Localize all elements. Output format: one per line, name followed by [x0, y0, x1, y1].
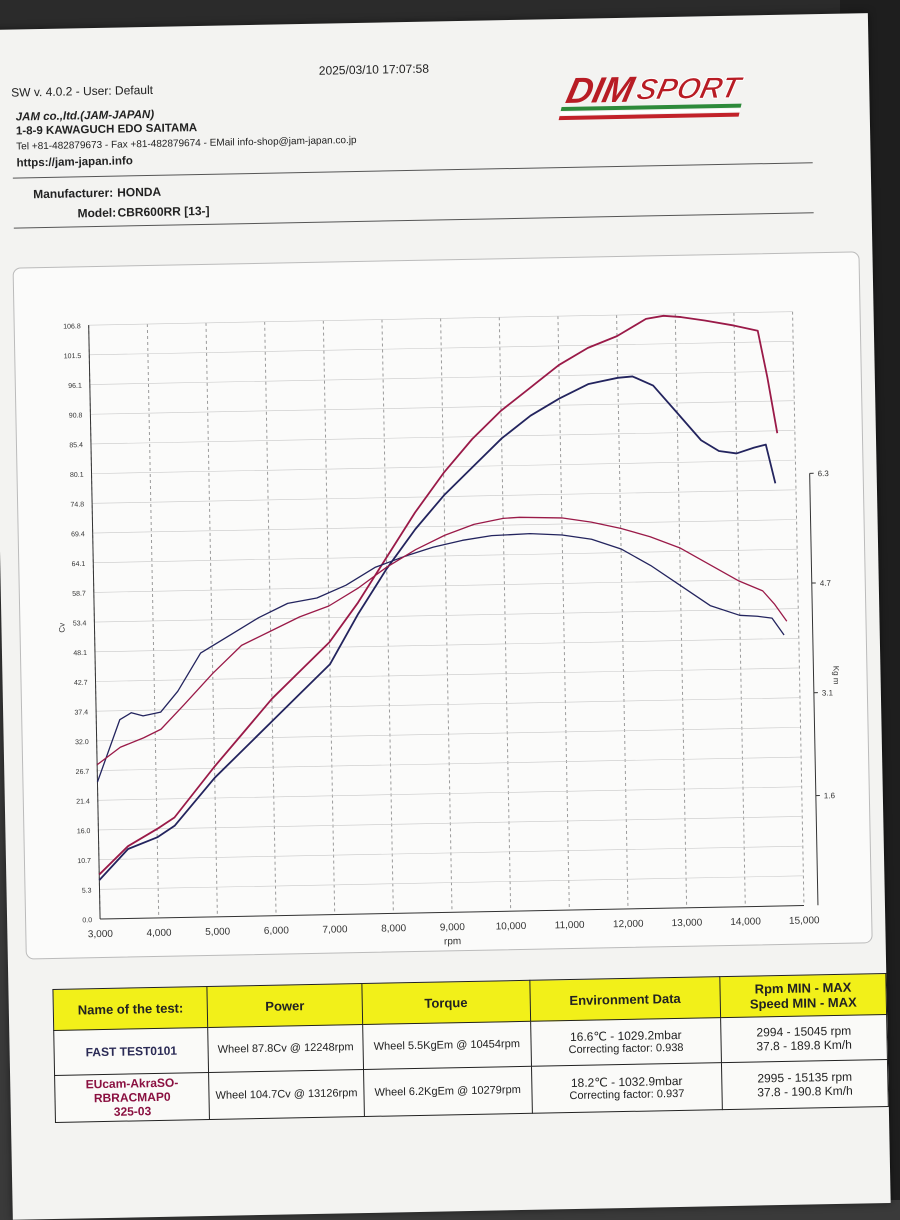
correcting-factor-2: Correcting factor: 0.937	[536, 1087, 717, 1102]
header-torque: Torque	[362, 980, 531, 1024]
torque-2: Wheel 6.2KgEm @ 10279rpm	[363, 1066, 532, 1116]
x-tick-label: 9,000	[440, 922, 466, 933]
results-table: Name of the test: Power Torque Environme…	[52, 973, 888, 1123]
y2-axis-label: Kg m	[831, 666, 840, 685]
y-tick-label: 90.8	[69, 412, 83, 419]
y2-tick-label: 1.6	[824, 791, 836, 800]
dyno-chart: 0.0 5.3 10.7 16.0 21.4 26.7 32.0 37.4 42.7 48.1 53…	[14, 252, 872, 958]
y-tick-label: 58.7	[72, 591, 86, 598]
test-name-1: FAST TEST0101	[54, 1027, 209, 1075]
speed-range-2: 37.8 - 190.8 Km/h	[726, 1083, 883, 1100]
y-tick-label: 101.5	[64, 353, 82, 360]
y-tick-label: 48.1	[73, 650, 87, 657]
power-2: Wheel 104.7Cv @ 13126rpm	[209, 1070, 364, 1120]
header-environment: Environment Data	[530, 977, 721, 1022]
x-tick-label: 8,000	[381, 923, 407, 934]
x-tick-label: 12,000	[613, 919, 644, 931]
power-curve-run1	[90, 374, 783, 880]
rpm-speed-2: 2995 - 15135 rpm 37.8 - 190.8 Km/h	[721, 1059, 888, 1109]
torque-curve-run1	[93, 529, 787, 782]
y-tick-label: 5.3	[82, 888, 92, 895]
header-speed: Speed MIN - MAX	[725, 994, 882, 1012]
dyno-chart-frame: 0.0 5.3 10.7 16.0 21.4 26.7 32.0 37.4 42.7 48.1 53…	[13, 251, 873, 959]
x-tick-label: 14,000	[730, 916, 761, 928]
power-1: Wheel 87.8Cv @ 12248rpm	[208, 1025, 363, 1073]
speed-range-1: 37.8 - 189.8 Km/h	[725, 1037, 882, 1054]
y2-tick-label: 6.3	[818, 469, 830, 478]
y-tick-label: 21.4	[76, 798, 90, 805]
model-value: CBR600RR [13-]	[117, 204, 209, 220]
x-tick-label: 6,000	[264, 925, 290, 936]
y2-tick-label: 4.7	[820, 579, 832, 588]
company-website: https://jam-japan.info	[16, 155, 132, 169]
power-curve-run2	[89, 314, 786, 875]
x-tick-label: 11,000	[555, 920, 585, 932]
dyno-report-sheet: SW v. 4.0.2 - User: Default 2025/03/10 1…	[0, 13, 891, 1220]
logo-sport-text: SPORT	[633, 71, 746, 107]
manufacturer-value: HONDA	[117, 185, 161, 200]
y-tick-label: 42.7	[74, 680, 88, 687]
header-test-name: Name of the test:	[53, 987, 208, 1031]
y-tick-label: 32.0	[75, 739, 89, 746]
test-name-2-line2: 325-03	[60, 1103, 206, 1120]
environment-1: 16.6℃ - 1029.2mbar Correcting factor: 0.…	[530, 1018, 721, 1067]
torque-curve-run2	[93, 512, 790, 765]
x-tick-label: 15,000	[789, 915, 820, 927]
x-tick-label: 10,000	[496, 921, 527, 933]
y-tick-label: 0.0	[82, 917, 92, 924]
environment-2: 18.2℃ - 1032.9mbar Correcting factor: 0.…	[531, 1063, 722, 1114]
y-tick-label: 53.4	[73, 620, 87, 627]
dimsport-logo: DIM SPORT	[551, 63, 772, 131]
y-tick-label: 16.0	[77, 828, 91, 835]
header-power: Power	[207, 984, 362, 1028]
software-version: SW v. 4.0.2 - User: Default	[11, 83, 153, 100]
company-contact: Tel +81-482879673 - Fax +81-482879674 - …	[16, 135, 357, 153]
x-tick-label: 7,000	[322, 924, 348, 935]
grid-line-horizontal	[92, 460, 796, 474]
x-tick-label: 13,000	[672, 917, 703, 929]
y-tick-label: 26.7	[76, 769, 90, 776]
x-tick-label: 5,000	[205, 927, 231, 938]
y-axis-label: Cv	[57, 623, 66, 633]
y-tick-label: 37.4	[74, 709, 88, 716]
y-tick-label: 106.8	[63, 323, 81, 330]
correcting-factor-1: Correcting factor: 0.938	[535, 1041, 716, 1056]
y-tick-label: 85.4	[69, 442, 83, 449]
y-tick-label: 80.1	[70, 472, 84, 479]
y-tick-label: 10.7	[77, 858, 91, 865]
torque-1: Wheel 5.5KgEm @ 10454rpm	[362, 1021, 531, 1069]
y-tick-label: 96.1	[68, 383, 82, 390]
manufacturer-label: Manufacturer:	[33, 186, 113, 202]
y-tick-label: 64.1	[72, 561, 86, 568]
y2-tick-label: 3.1	[822, 688, 834, 697]
model-label: Model:	[77, 206, 116, 221]
y2-axis	[810, 473, 818, 905]
report-datetime: 2025/03/10 17:07:58	[319, 62, 429, 78]
header-rpm-speed: Rpm MIN - MAX Speed MIN - MAX	[720, 973, 887, 1017]
company-address: 1-8-9 KAWAGUCH EDO SAITAMA	[16, 122, 197, 137]
y-tick-label: 74.8	[70, 501, 84, 508]
x-tick-label: 3,000	[88, 929, 114, 940]
x-tick-label: 4,000	[146, 928, 172, 939]
test-name-2-line1: EUcam-AkraSO-RBRACMAP0	[59, 1075, 205, 1106]
y-tick-label: 69.4	[71, 531, 85, 538]
rpm-speed-1: 2994 - 15045 rpm 37.8 - 189.8 Km/h	[721, 1014, 888, 1062]
logo-dim-text: DIM	[563, 69, 640, 111]
test-name-2: EUcam-AkraSO-RBRACMAP0 325-03	[55, 1072, 210, 1122]
x-axis-label: rpm	[444, 936, 461, 947]
company-name: JAM co.,ltd.(JAM-JAPAN)	[16, 109, 155, 124]
